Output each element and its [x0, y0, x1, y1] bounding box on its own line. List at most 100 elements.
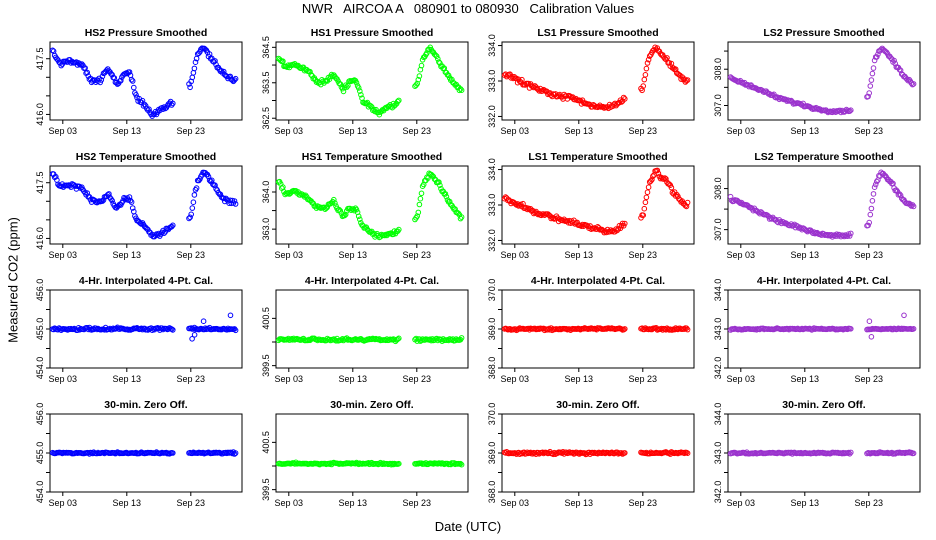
x-tick-label: Sep 23 — [629, 374, 658, 384]
data-point — [386, 103, 392, 109]
data-point — [77, 62, 84, 68]
x-tick-label: Sep 13 — [565, 374, 594, 384]
x-tick-label: Sep 23 — [855, 250, 884, 260]
x-tick-label: Sep 03 — [501, 498, 530, 508]
data-point — [663, 176, 669, 182]
data-point — [355, 85, 362, 91]
data-point — [168, 223, 175, 230]
data-point — [191, 65, 198, 72]
data-point — [396, 97, 402, 104]
y-tick-label: 368.0 — [487, 481, 497, 504]
data-point — [140, 103, 147, 109]
data-point — [445, 72, 452, 79]
data-point — [654, 167, 661, 174]
data-point — [872, 181, 879, 188]
y-tick-label: 334.0 — [487, 158, 497, 181]
data-point — [187, 84, 193, 91]
data-point — [396, 335, 402, 342]
x-tick-label: Sep 03 — [275, 374, 304, 384]
data-point — [98, 77, 105, 83]
data-point — [848, 107, 854, 113]
data-point — [436, 179, 442, 185]
data-point — [683, 325, 690, 332]
data-series — [727, 449, 917, 457]
data-point — [126, 69, 133, 75]
data-point — [420, 181, 427, 188]
panel-1-3: LS2 Temperature Smoothed Sep 03 Sep 13 Sep … — [713, 151, 921, 260]
data-point — [190, 70, 197, 76]
data-point — [433, 53, 440, 60]
data-point — [895, 192, 902, 198]
data-point — [128, 199, 135, 205]
data-point — [443, 193, 450, 200]
data-series — [49, 449, 239, 457]
data-point — [867, 211, 874, 218]
y-tick-label: 369.0 — [487, 318, 497, 341]
data-point — [866, 318, 873, 325]
x-tick-label: Sep 23 — [403, 126, 432, 136]
data-series — [501, 448, 691, 458]
data-point — [84, 69, 90, 76]
data-point — [106, 191, 112, 197]
data-point — [622, 450, 628, 456]
data-point — [76, 61, 83, 67]
plot-frame — [727, 165, 921, 245]
y-tick-label: 342.0 — [713, 357, 723, 380]
data-point — [458, 87, 465, 93]
data-series — [49, 169, 239, 240]
data-point — [126, 194, 133, 200]
data-point — [146, 106, 152, 112]
y-tick-label: 333.0 — [487, 194, 497, 217]
x-tick-label: Sep 03 — [501, 126, 530, 136]
data-point — [232, 450, 239, 456]
data-point — [231, 77, 238, 83]
data-point — [394, 336, 401, 343]
data-point — [355, 213, 362, 220]
y-tick-label: 308.0 — [713, 177, 723, 200]
data-point — [664, 55, 670, 61]
data-point — [170, 450, 176, 456]
data-point — [866, 90, 873, 96]
data-point — [220, 68, 227, 75]
data-point — [131, 84, 137, 91]
y-tick-label: 417.5 — [35, 47, 45, 70]
data-point — [869, 198, 876, 204]
y-tick-label: 334.0 — [487, 34, 497, 57]
data-series — [49, 312, 239, 342]
data-point — [869, 70, 876, 77]
data-point — [353, 79, 360, 86]
plot-frame — [727, 41, 921, 121]
data-point — [326, 76, 333, 82]
data-point — [367, 103, 374, 109]
data-point — [868, 205, 875, 212]
data-point — [641, 205, 648, 212]
y-tick-label: 363.0 — [261, 218, 271, 241]
panel-title: LS2 Temperature Smoothed — [754, 151, 893, 163]
data-point — [396, 226, 402, 233]
data-point — [865, 222, 871, 229]
data-point — [129, 205, 136, 211]
panel-title: 4-Hr. Interpolated 4-Pt. Cal. — [531, 275, 665, 287]
x-tick-label: Sep 03 — [727, 498, 756, 508]
y-tick-label: 333.0 — [487, 70, 497, 93]
plot-frame — [275, 289, 469, 369]
y-tick-label: 416.0 — [35, 227, 45, 250]
data-point — [866, 219, 873, 226]
data-point — [870, 65, 877, 71]
y-tick-label: 344.0 — [713, 403, 723, 426]
y-tick-label: 400.5 — [261, 307, 271, 330]
data-point — [192, 59, 199, 66]
x-tick-label: Sep 23 — [629, 498, 658, 508]
data-point — [357, 216, 363, 223]
y-tick-label: 362.5 — [261, 107, 271, 130]
data-point — [525, 205, 532, 212]
data-point — [416, 73, 423, 79]
x-tick-label: Sep 23 — [177, 250, 206, 260]
data-point — [458, 461, 465, 468]
data-point — [622, 220, 628, 227]
data-point — [416, 201, 423, 208]
data-point — [845, 449, 852, 456]
panel-title: HS1 Pressure Smoothed — [311, 27, 434, 39]
data-point — [648, 178, 654, 184]
